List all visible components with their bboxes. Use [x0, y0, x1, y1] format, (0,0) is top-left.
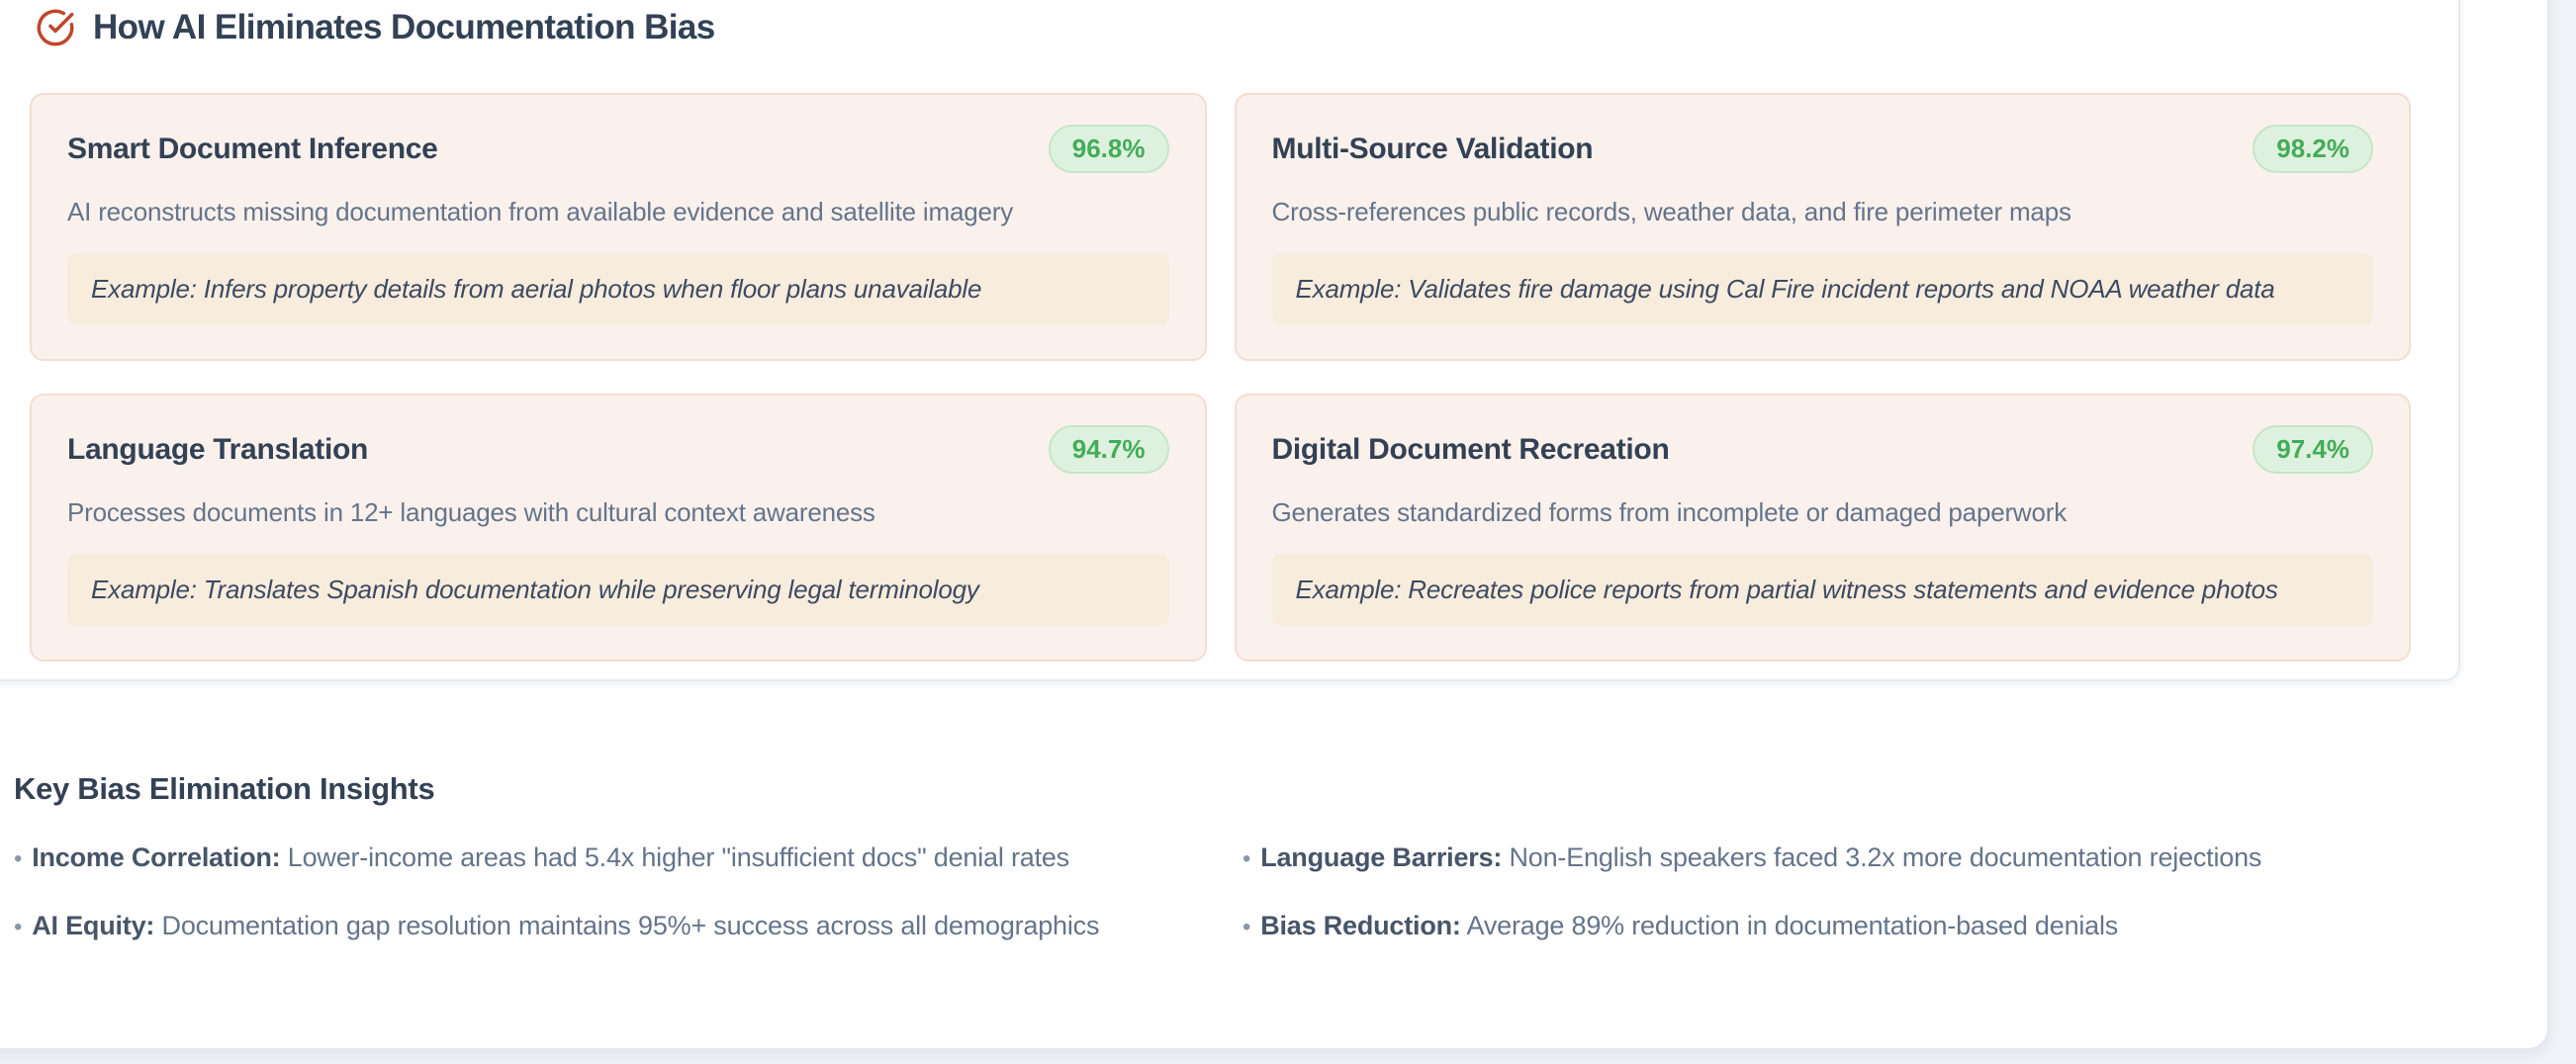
panel-title: How AI Eliminates Documentation Bias [93, 8, 715, 46]
bullet-icon: • [14, 845, 23, 872]
insight-ai-equity: • AI Equity: Documentation gap resolution… [14, 911, 1242, 941]
insight-income-correlation: • Income Correlation: Lower-income areas … [14, 842, 1242, 873]
card-title: Smart Document Inference [67, 132, 438, 165]
accuracy-badge: 94.7% [1048, 425, 1169, 474]
check-circle-icon [36, 8, 75, 47]
accuracy-badge: 96.8% [1048, 125, 1169, 173]
insight-text: Documentation gap resolution maintains 9… [161, 911, 1100, 940]
insights-section: Key Bias Elimination Insights • Income Co… [14, 771, 2457, 941]
content-card: How AI Eliminates Documentation Bias Sma… [0, 0, 2549, 1050]
feature-card-language-translation: Language Translation 94.7% Processes doc… [30, 394, 1207, 662]
card-example-box: Example: Infers property details from ae… [67, 253, 1169, 325]
card-example-box: Example: Recreates police reports from p… [1271, 554, 2373, 626]
insight-text: Non-English speakers faced 3.2x more doc… [1509, 842, 2262, 872]
insights-grid: • Income Correlation: Lower-income areas … [14, 842, 2457, 941]
card-title: Digital Document Recreation [1271, 432, 1670, 466]
card-description: AI reconstructs missing documentation fr… [67, 197, 1013, 226]
insight-label: Bias Reduction: [1260, 911, 1461, 940]
insight-language-barriers: • Language Barriers: Non-English speakers… [1242, 842, 2457, 873]
bullet-icon: • [14, 914, 23, 940]
card-header: Digital Document Recreation 97.4% [1271, 425, 2373, 474]
card-example-box: Example: Translates Spanish documentatio… [67, 554, 1169, 626]
insights-title: Key Bias Elimination Insights [14, 771, 435, 806]
card-description: Cross-references public records, weather… [1271, 197, 2071, 226]
card-description: Processes documents in 12+ languages wit… [67, 497, 875, 527]
card-header: Multi-Source Validation 98.2% [1271, 125, 2373, 173]
insight-label: Income Correlation: [32, 842, 281, 872]
insight-label: Language Barriers: [1260, 842, 1503, 872]
card-header: Language Translation 94.7% [67, 425, 1169, 474]
card-title: Multi-Source Validation [1271, 132, 1594, 165]
card-title: Language Translation [67, 432, 369, 466]
feature-card-multi-source-validation: Multi-Source Validation 98.2% Cross-refe… [1234, 93, 2411, 361]
bullet-icon: • [1242, 845, 1251, 872]
feature-card-digital-document-recreation: Digital Document Recreation 97.4% Genera… [1234, 394, 2411, 662]
insight-text: Lower-income areas had 5.4x higher "insu… [287, 842, 1069, 872]
feature-cards-grid: Smart Document Inference 96.8% AI recons… [30, 93, 2411, 662]
insight-text: Average 89% reduction in documentation-b… [1466, 911, 2119, 940]
insight-label: AI Equity: [32, 911, 155, 940]
accuracy-badge: 97.4% [2253, 425, 2373, 474]
card-header: Smart Document Inference 96.8% [67, 125, 1169, 173]
ai-bias-panel: How AI Eliminates Documentation Bias Sma… [0, 0, 2460, 681]
card-description: Generates standardized forms from incomp… [1271, 497, 2068, 527]
panel-header: How AI Eliminates Documentation Bias [36, 8, 2411, 47]
card-example-box: Example: Validates fire damage using Cal… [1271, 253, 2373, 325]
accuracy-badge: 98.2% [2253, 125, 2373, 173]
insight-bias-reduction: • Bias Reduction: Average 89% reduction i… [1242, 911, 2457, 941]
feature-card-smart-document-inference: Smart Document Inference 96.8% AI recons… [30, 93, 1207, 361]
bullet-icon: • [1242, 914, 1251, 940]
